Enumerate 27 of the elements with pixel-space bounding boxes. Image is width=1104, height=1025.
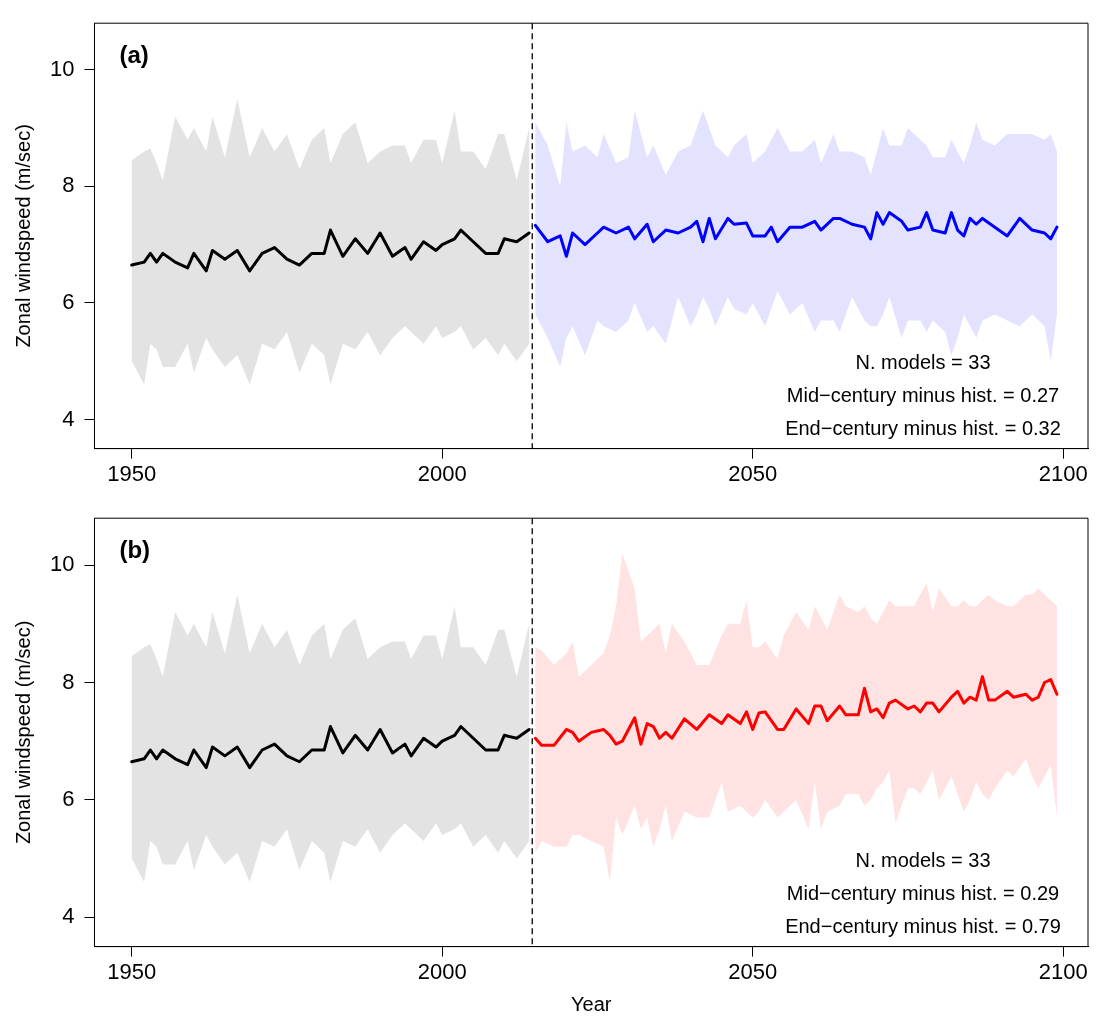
y-tick-label: 8 [62,172,75,198]
annotation: N. models = 33 [855,350,991,373]
y-tick-label: 10 [49,551,75,577]
x-tick-label: 2000 [417,460,467,486]
x-tick-label: 1950 [107,958,157,984]
annotation: End−century minus hist. = 0.79 [785,914,1061,937]
annotation: Mid−century minus hist. = 0.29 [786,881,1060,904]
y-tick-label: 4 [62,903,75,929]
annotation: N. models = 33 [855,848,991,871]
y-axis-title: Zonal windspeed (m/sec) [11,620,34,845]
x-tick-label: 2100 [1038,460,1088,486]
y-axis-title: Zonal windspeed (m/sec) [11,124,34,348]
text: (a) [119,41,149,69]
x-tick-label: 2100 [1038,958,1088,984]
x-tick-label: 2000 [417,958,467,984]
text: (b) [119,536,151,564]
y-tick-label: 6 [62,785,75,811]
annotation: Mid−century minus hist. = 0.27 [786,383,1060,406]
x-tick-label: 2050 [728,460,778,486]
y-tick-label: 10 [49,55,75,81]
y-tick-label: 4 [62,405,75,431]
x-tick-label: 1950 [107,460,157,486]
annotation: End−century minus hist. = 0.32 [785,416,1061,439]
y-tick-label: 8 [62,668,75,694]
x-tick-label: 2050 [728,958,778,984]
y-tick-label: 6 [62,288,75,314]
x-axis-title: Year [571,992,612,1015]
